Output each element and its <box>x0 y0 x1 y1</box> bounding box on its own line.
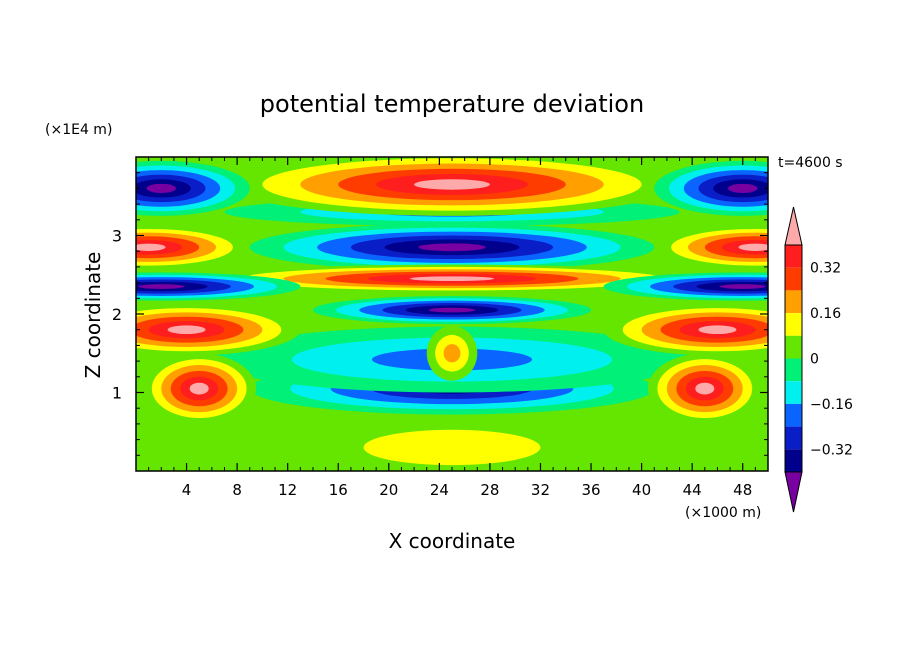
x-tick-label: 28 <box>480 481 499 499</box>
colorbar-bin <box>785 335 802 359</box>
colorbar-bin <box>785 245 802 268</box>
colorbar-bin <box>785 313 802 336</box>
y-tick-label: 2 <box>112 305 122 324</box>
x-axis-title: X coordinate <box>389 529 516 553</box>
contour-blob-17-level-5 <box>189 382 209 395</box>
contour-blob-8-level-5 <box>409 276 495 282</box>
contour-blob-3-level-2 <box>443 344 461 363</box>
x-tick-label: 36 <box>581 481 600 499</box>
x-tick-label: 32 <box>531 481 550 499</box>
x-tick-label: 20 <box>379 481 398 499</box>
contour-blob-14-level-5 <box>719 284 766 289</box>
contour-blob-11-level-5 <box>136 243 166 251</box>
colorbar-bin <box>785 267 802 291</box>
chart-title: potential temperature deviation <box>260 90 644 118</box>
colorbar-bin <box>785 358 802 382</box>
colorbar-label: 0.16 <box>810 306 841 322</box>
colorbar-bin <box>785 290 802 314</box>
colorbar-bottom-arrow <box>784 471 803 513</box>
contour-blob-13-level-5 <box>138 284 185 289</box>
colorbar-bin <box>785 381 802 404</box>
contour-blob-7-level-5 <box>414 179 490 190</box>
x-axis: 4 8 12 16 20 24 28 32 36 40 44 48 <box>148 157 756 499</box>
contour-blob-0-level-1 <box>363 429 541 466</box>
colorbar-top-arrow <box>784 206 803 246</box>
x-tick-label: 24 <box>430 481 449 499</box>
contour-blob-10-level-5 <box>727 183 758 193</box>
x-tick-label: 44 <box>683 481 702 499</box>
colorbar-bin <box>785 449 802 472</box>
colorbar-label: −0.32 <box>810 442 853 458</box>
y-axis-unit: (×1E4 m) <box>45 122 112 138</box>
contour-blob-16-level-5 <box>698 325 737 335</box>
y-axis: 1 2 3 <box>112 172 768 456</box>
x-tick-label: 48 <box>733 481 752 499</box>
contour-blob-18-level-5 <box>695 382 715 395</box>
contour-field <box>136 157 768 471</box>
colorbar: −0.32 −0.16 0 0.16 0.32 <box>784 206 853 513</box>
contour-blob-15-level-5 <box>167 325 206 335</box>
x-tick-label: 12 <box>278 481 297 499</box>
contour-blob-4-level-5 <box>428 307 476 313</box>
time-label: t=4600 s <box>778 155 843 171</box>
x-tick-label: 40 <box>632 481 651 499</box>
contour-blob-12-level-5 <box>738 243 768 251</box>
x-tick-label: 4 <box>182 481 192 499</box>
colorbar-bin <box>785 426 802 450</box>
y-tick-label: 3 <box>112 227 122 246</box>
colorbar-label: 0.32 <box>810 261 841 277</box>
x-tick-label: 8 <box>232 481 242 499</box>
colorbar-label: 0 <box>810 352 819 368</box>
contour-blob-5-level-5 <box>418 243 486 252</box>
y-tick-label: 1 <box>112 384 122 403</box>
colorbar-bin <box>785 403 802 427</box>
x-tick-label: 16 <box>329 481 348 499</box>
colorbar-label: −0.16 <box>810 397 853 413</box>
x-axis-unit: (×1000 m) <box>685 505 761 521</box>
contour-blob-9-level-5 <box>146 183 177 193</box>
y-axis-title: Z coordinate <box>81 252 105 379</box>
